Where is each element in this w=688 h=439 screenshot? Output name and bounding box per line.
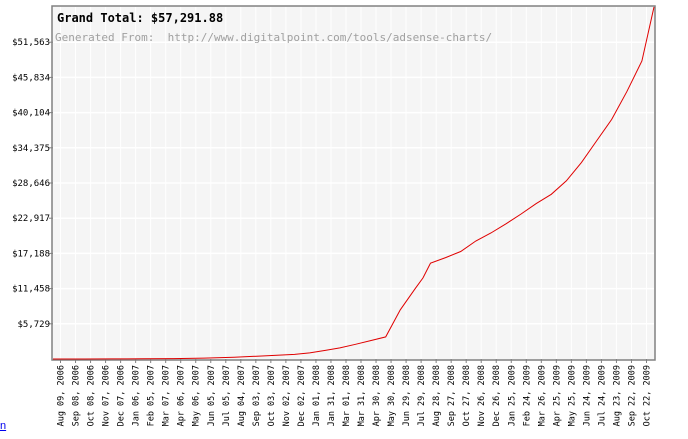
x-tick-label: Dec 26, 2008: [492, 365, 502, 426]
x-tick-label: Jan 06, 2007: [132, 365, 142, 426]
x-tick-label: Jan 25, 2009: [507, 365, 517, 426]
x-tick-label: May 25, 2009: [567, 365, 577, 426]
chart-title: Grand Total: $57,291.88: [57, 11, 223, 25]
x-tick-label: Jun 05, 2007: [207, 365, 217, 426]
x-tick-label: Apr 06, 2007: [177, 365, 187, 426]
x-tick-label: Nov 07, 2006: [102, 365, 112, 426]
y-tick-label: $28,646: [12, 179, 50, 189]
series-layer: [53, 6, 655, 360]
x-tick-label: Jan 31, 2008: [327, 365, 337, 426]
y-tick-label: $5,729: [17, 320, 50, 330]
x-tick-label: Apr 25, 2009: [552, 365, 562, 426]
x-tick-label: Mar 26, 2009: [537, 365, 547, 426]
x-tick-label: Aug 04, 2007: [237, 365, 247, 426]
x-tick-label: Sep 03, 2007: [252, 365, 262, 426]
x-tick-label: Jun 29, 2008: [402, 365, 412, 426]
x-tick-label: Jul 24, 2009: [597, 365, 607, 426]
x-tick-label: Oct 27, 2008: [462, 365, 472, 426]
x-tick-label: Oct 08, 2006: [87, 365, 97, 426]
x-tick-label: Mar 31, 2008: [357, 365, 367, 426]
x-tick-label: Nov 26, 2008: [477, 365, 487, 426]
x-tick-label: Feb 24, 2009: [522, 365, 532, 426]
x-tick-label: May 30, 2008: [387, 365, 397, 426]
x-tick-label: Jul 29, 2008: [417, 365, 427, 426]
footer-link[interactable]: n: [0, 420, 7, 432]
x-tick-label: Jan 01, 2008: [312, 365, 322, 426]
x-tick-label: Jun 24, 2009: [582, 365, 592, 426]
x-tick-label: Apr 30, 2008: [372, 365, 382, 426]
x-tick-label: Sep 27, 2008: [447, 365, 457, 426]
y-tick-label: $51,563: [12, 38, 50, 48]
x-tick-label: Sep 08, 2006: [72, 365, 82, 426]
y-tick-label: $34,375: [12, 144, 50, 154]
x-tick-label: Oct 22, 2009: [642, 365, 652, 426]
x-tick-label: Mar 01, 2008: [342, 365, 352, 426]
x-tick-label: Jul 05, 2007: [222, 365, 232, 426]
x-tick-label: Mar 07, 2007: [162, 365, 172, 426]
x-tick-label: Sep 22, 2009: [627, 365, 637, 426]
x-tick-label: Oct 03, 2007: [267, 365, 277, 426]
y-tick-label: $45,834: [12, 73, 50, 83]
y-axis-ticks: $5,729 $11,458 $17,188 $22,917 $28,646 $34,37…: [12, 38, 53, 330]
x-tick-label: Nov 02, 2007: [282, 365, 292, 426]
y-tick-label: $22,917: [12, 214, 50, 224]
y-tick-label: $17,188: [12, 249, 50, 259]
x-tick-label: Dec 02, 2007: [297, 365, 307, 426]
gridlines: [53, 7, 654, 359]
x-tick-label: May 06, 2007: [192, 365, 202, 426]
x-tick-label: Feb 05, 2007: [147, 365, 157, 426]
x-axis-ticks: Aug 09, 2006 Sep 08, 2006 Oct 08, 2006 Nov …: [57, 359, 652, 426]
chart-subtitle: Generated From: http://www.digitalpoint.…: [55, 31, 492, 44]
y-tick-label: $11,458: [12, 285, 50, 295]
series-line: [53, 6, 655, 360]
x-tick-label: Dec 07, 2006: [117, 365, 127, 426]
y-tick-label: $40,104: [12, 109, 50, 119]
x-tick-label: Aug 23, 2009: [612, 365, 622, 426]
x-tick-label: Aug 28, 2008: [432, 365, 442, 426]
x-tick-label: Aug 09, 2006: [57, 365, 67, 426]
